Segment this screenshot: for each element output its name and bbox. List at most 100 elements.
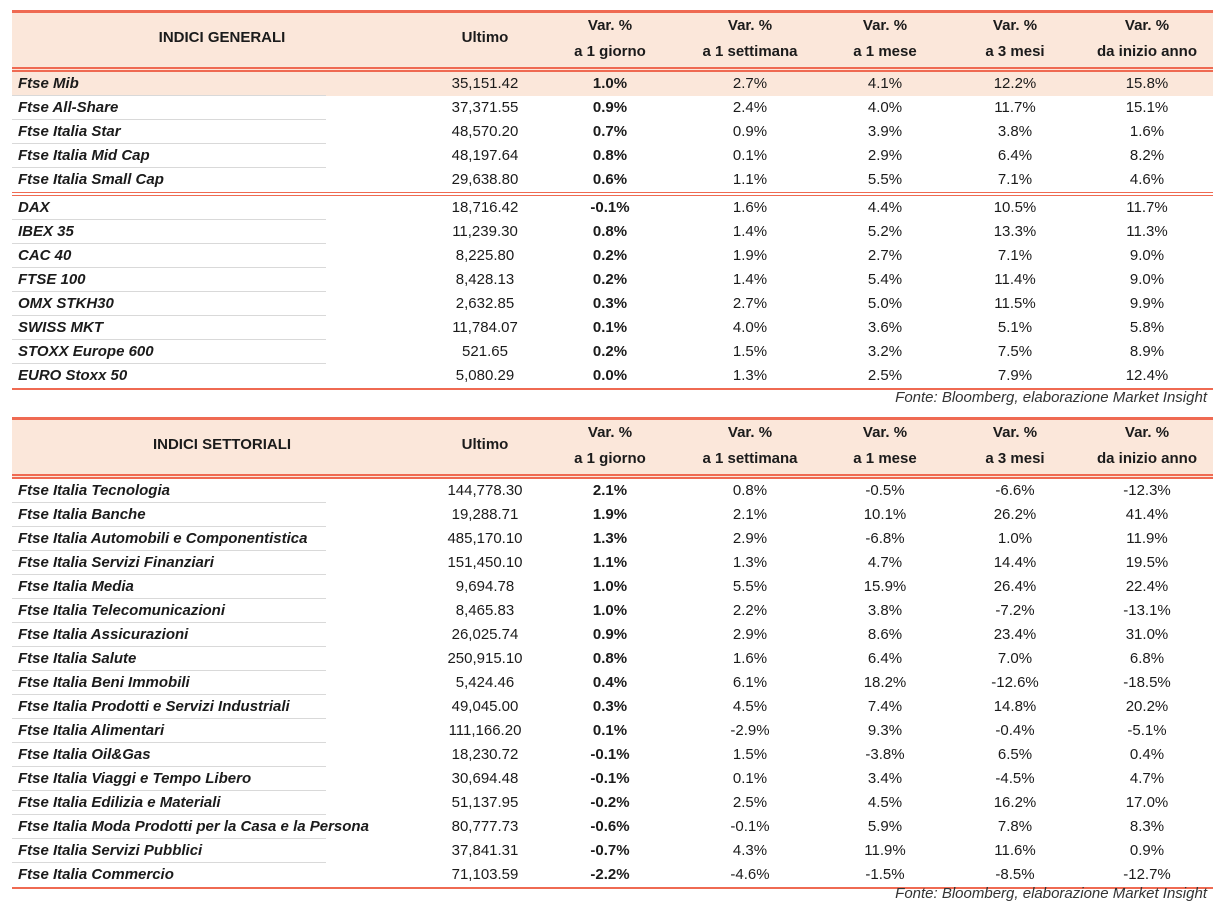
last-value: 19,288.71 xyxy=(451,506,519,523)
var-ytd: -5.1% xyxy=(1127,722,1167,739)
var-1m: 18.2% xyxy=(863,674,907,691)
var-1d: -0.6% xyxy=(590,818,630,835)
var-1d: 1.0% xyxy=(592,75,628,92)
last-value: 37,371.55 xyxy=(451,99,519,116)
var-1w: 5.5% xyxy=(732,578,768,595)
index-name: Ftse Italia Alimentari xyxy=(18,722,165,739)
var-1w: 1.6% xyxy=(732,199,768,216)
var-3m: -0.4% xyxy=(995,722,1035,739)
var-3m: 7.8% xyxy=(997,818,1033,835)
last-value: 11,784.07 xyxy=(452,319,518,336)
var-1d: -0.1% xyxy=(590,746,630,763)
index-name: Ftse Italia Mid Cap xyxy=(18,147,150,164)
table-row: Ftse Italia Edilizia e Materiali 51,137.9… xyxy=(12,791,1213,815)
var-1w: 1.3% xyxy=(732,554,768,571)
var-1d: 0.3% xyxy=(592,698,628,715)
table-row: EURO Stoxx 50 5,080.29 0.0% 1.3% 2.5% 7.9% 12.… xyxy=(12,364,1213,388)
var-ytd: -18.5% xyxy=(1123,674,1171,691)
var-3m: -6.6% xyxy=(995,482,1035,499)
var-1w: 1.3% xyxy=(732,367,768,384)
var-1d: -0.7% xyxy=(590,842,630,859)
var-3m: 14.4% xyxy=(993,554,1037,571)
var-1m: 2.7% xyxy=(867,247,903,264)
var-1d: 1.3% xyxy=(592,530,628,547)
index-name: Ftse Italia Viaggi e Tempo Libero xyxy=(18,770,252,787)
table-row: Ftse Italia Telecomunicazioni 8,465.83 1.0… xyxy=(12,599,1213,623)
header-var: Var. % xyxy=(862,17,908,34)
var-3m: 7.1% xyxy=(997,247,1033,264)
var-1d: 0.8% xyxy=(592,223,628,240)
var-3m: -8.5% xyxy=(995,866,1035,883)
index-name: Ftse Italia Tecnologia xyxy=(18,482,170,499)
last-value: 8,428.13 xyxy=(455,271,515,288)
var-1m: 3.4% xyxy=(867,770,903,787)
table-row: CAC 40 8,225.80 0.2% 1.9% 2.7% 7.1% 9.0% xyxy=(12,244,1213,268)
last-value: 48,570.20 xyxy=(451,123,519,140)
var-1d: 0.8% xyxy=(592,147,628,164)
var-ytd: 9.0% xyxy=(1129,247,1165,264)
var-1d: 1.9% xyxy=(592,506,628,523)
var-3m: 26.2% xyxy=(993,506,1037,523)
last-value: 5,424.46 xyxy=(455,674,515,691)
index-name: Ftse Italia Media xyxy=(18,578,134,595)
var-1m: -1.5% xyxy=(865,866,905,883)
last-value: 250,915.10 xyxy=(447,650,523,667)
index-name: DAX xyxy=(18,199,50,216)
index-name: Ftse Italia Banche xyxy=(18,506,146,523)
var-3m: 3.8% xyxy=(997,123,1033,140)
var-3m: 23.4% xyxy=(993,626,1037,643)
last-value: 144,778.30 xyxy=(447,482,523,499)
var-3m: -12.6% xyxy=(991,674,1039,691)
var-3m: -7.2% xyxy=(995,602,1035,619)
var-3m: 13.3% xyxy=(993,223,1037,240)
header-period: a 1 giorno xyxy=(574,450,646,467)
var-1d: 0.8% xyxy=(592,650,628,667)
index-name: Ftse Italia Automobili e Componentistica xyxy=(18,530,308,547)
header-var: Var. % xyxy=(1124,424,1170,441)
var-1m: 8.6% xyxy=(867,626,903,643)
var-1w: -4.6% xyxy=(730,866,770,883)
header-period: da inizio anno xyxy=(1097,43,1197,60)
table-row: FTSE 100 8,428.13 0.2% 1.4% 5.4% 11.4% 9.0% xyxy=(12,268,1213,292)
index-name: IBEX 35 xyxy=(18,223,74,240)
var-1m: -6.8% xyxy=(865,530,905,547)
var-ytd: 0.9% xyxy=(1129,842,1165,859)
index-name: Ftse Italia Star xyxy=(18,123,121,140)
var-1w: 6.1% xyxy=(732,674,768,691)
var-1m: 11.9% xyxy=(864,842,906,859)
table-row: Ftse Italia Alimentari 111,166.20 0.1% -2.9… xyxy=(12,719,1213,743)
var-1d: 0.9% xyxy=(592,99,628,116)
var-3m: 10.5% xyxy=(993,199,1037,216)
var-1m: 5.0% xyxy=(867,295,903,312)
last-value: 151,450.10 xyxy=(447,554,523,571)
var-1w: -2.9% xyxy=(730,722,770,739)
var-1w: 0.9% xyxy=(732,123,768,140)
var-1d: 0.7% xyxy=(592,123,628,140)
var-ytd: 15.8% xyxy=(1125,75,1169,92)
table-row: Ftse Italia Servizi Pubblici 37,841.31 -0.… xyxy=(12,839,1213,863)
var-1d: 1.0% xyxy=(592,578,628,595)
var-1d: -0.1% xyxy=(590,770,630,787)
table-row: Ftse Italia Commercio 71,103.59 -2.2% -4.6%… xyxy=(12,863,1213,887)
header-period: a 1 settimana xyxy=(702,43,798,60)
header-var: Var. % xyxy=(862,424,908,441)
header-var: Var. % xyxy=(727,17,773,34)
var-1w: 4.5% xyxy=(732,698,768,715)
var-1d: 0.2% xyxy=(592,343,628,360)
var-1w: 2.4% xyxy=(732,99,768,116)
var-1w: 2.9% xyxy=(732,530,768,547)
var-3m: 11.5% xyxy=(994,295,1036,312)
header-period: a 1 settimana xyxy=(702,450,798,467)
var-3m: 7.1% xyxy=(997,171,1033,188)
var-1d: 2.1% xyxy=(592,482,628,499)
var-ytd: 22.4% xyxy=(1125,578,1169,595)
index-name: EURO Stoxx 50 xyxy=(18,367,128,384)
table-row: Ftse Italia Servizi Finanziari 151,450.10… xyxy=(12,551,1213,575)
index-name: Ftse Italia Prodotti e Servizi Industria… xyxy=(18,698,290,715)
last-value: 30,694.48 xyxy=(451,770,519,787)
var-3m: 7.5% xyxy=(997,343,1033,360)
var-ytd: 1.6% xyxy=(1129,123,1165,140)
last-value: 80,777.73 xyxy=(451,818,519,835)
table-title: INDICI SETTORIALI xyxy=(152,436,292,453)
last-value: 11,239.30 xyxy=(452,223,518,240)
